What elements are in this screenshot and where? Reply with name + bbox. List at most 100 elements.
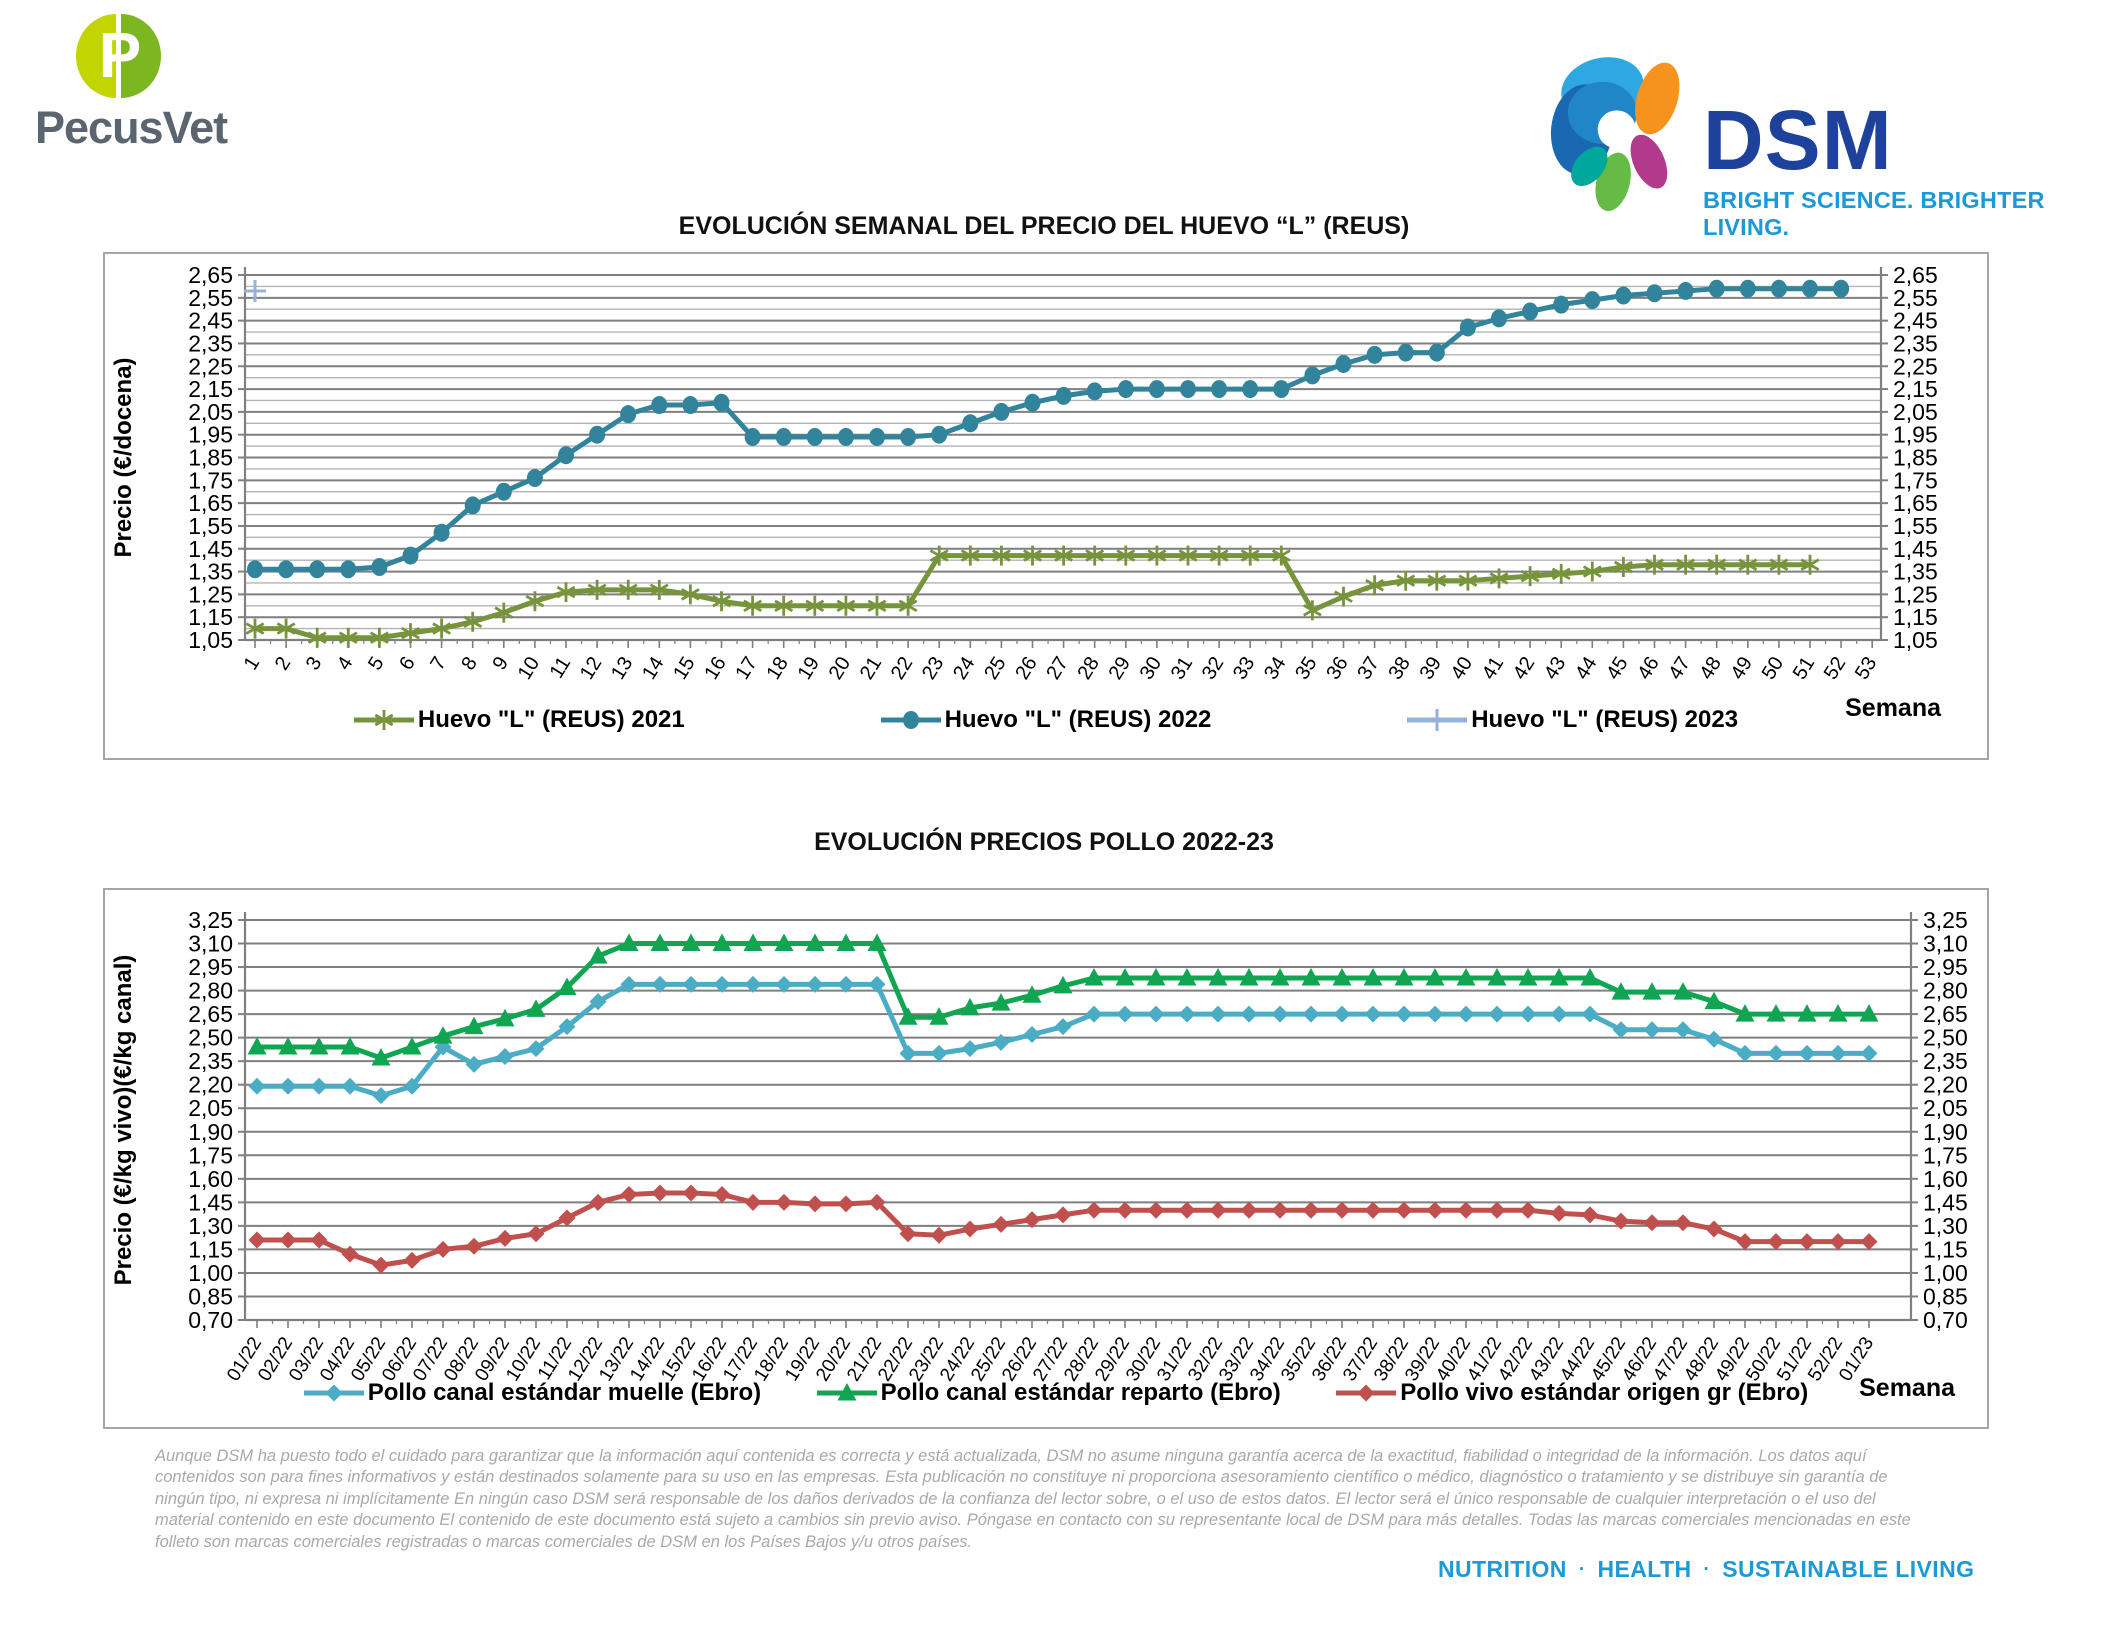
svg-text:2,45: 2,45 [1893, 308, 1938, 334]
svg-text:2,15: 2,15 [188, 376, 233, 402]
svg-text:44: 44 [1571, 653, 1601, 684]
svg-text:8: 8 [457, 653, 482, 674]
svg-text:2,80: 2,80 [188, 978, 233, 1004]
svg-text:Semana: Semana [1859, 1374, 1956, 1402]
svg-text:1,15: 1,15 [188, 604, 233, 630]
svg-text:36: 36 [1322, 653, 1352, 684]
chicken-chart-title: EVOLUCIÓN PRECIOS POLLO 2022-23 [814, 828, 1274, 856]
svg-text:11: 11 [546, 653, 576, 682]
svg-text:37: 37 [1353, 653, 1383, 684]
svg-text:39: 39 [1416, 653, 1446, 684]
svg-text:1,75: 1,75 [188, 1142, 233, 1168]
svg-text:Precio (€/kg vivo)(€/kg canal): Precio (€/kg vivo)(€/kg canal) [110, 955, 137, 1286]
footer-word-sustainable: SUSTAINABLE LIVING [1722, 1556, 1975, 1582]
dsm-wordmark: DSM [1703, 93, 1893, 187]
svg-text:2,35: 2,35 [188, 330, 233, 356]
svg-text:2,15: 2,15 [1893, 376, 1938, 402]
svg-text:4: 4 [333, 653, 358, 674]
svg-text:2,65: 2,65 [188, 262, 233, 288]
svg-text:48: 48 [1695, 653, 1725, 684]
svg-text:3,10: 3,10 [1923, 931, 1968, 957]
legend-diamond-icon [303, 1384, 364, 1402]
svg-text:33: 33 [1229, 653, 1259, 684]
svg-text:1,45: 1,45 [1893, 536, 1938, 562]
svg-text:13: 13 [607, 653, 637, 684]
svg-text:41: 41 [1478, 653, 1508, 684]
svg-text:1,05: 1,05 [188, 627, 233, 653]
svg-text:2,50: 2,50 [1923, 1025, 1968, 1051]
svg-text:50: 50 [1758, 653, 1788, 684]
svg-text:P: P [99, 19, 142, 91]
legend-label: Huevo "L" (REUS) 2021 [417, 706, 685, 733]
svg-text:7: 7 [426, 653, 451, 674]
svg-text:1,65: 1,65 [188, 490, 233, 516]
svg-text:Semana: Semana [1845, 694, 1942, 722]
svg-text:3,25: 3,25 [188, 907, 233, 933]
svg-text:17: 17 [731, 653, 761, 684]
svg-text:16: 16 [700, 653, 730, 684]
svg-text:1,90: 1,90 [188, 1119, 233, 1145]
legend-label: Huevo "L" (REUS) 2023 [1471, 706, 1739, 733]
legend-label: Pollo canal estándar muelle (Ebro) [367, 1379, 762, 1406]
svg-text:1,25: 1,25 [188, 581, 233, 607]
legend-plus-icon [1407, 709, 1468, 731]
footer-word-health: HEALTH [1597, 1556, 1692, 1582]
disclaimer-text: Aunque DSM ha puesto todo el cuidado par… [155, 1447, 1911, 1551]
svg-text:29: 29 [1105, 653, 1135, 684]
dsm-tagline: BRIGHT SCIENCE. BRIGHTER LIVING. [1703, 186, 2045, 240]
svg-text:1,95: 1,95 [188, 422, 233, 448]
svg-text:2,65: 2,65 [1893, 262, 1938, 288]
svg-text:19: 19 [794, 653, 824, 684]
svg-text:2,05: 2,05 [188, 399, 233, 425]
svg-text:2,05: 2,05 [188, 1095, 233, 1121]
footer-word-nutrition: NUTRITION [1438, 1556, 1567, 1582]
svg-text:9: 9 [488, 653, 513, 674]
svg-text:51: 51 [1789, 653, 1819, 684]
svg-text:1,35: 1,35 [188, 559, 233, 585]
svg-text:14: 14 [638, 653, 668, 684]
svg-text:2,80: 2,80 [1923, 978, 1968, 1004]
legend-item: Pollo canal estándar reparto (Ebro) [815, 1379, 1281, 1407]
svg-text:2,95: 2,95 [1923, 954, 1968, 980]
svg-text:0,70: 0,70 [1923, 1307, 1968, 1333]
svg-text:31: 31 [1167, 653, 1197, 684]
svg-text:2,35: 2,35 [188, 1048, 233, 1074]
svg-text:2,20: 2,20 [188, 1072, 233, 1098]
svg-text:1,15: 1,15 [1923, 1236, 1968, 1262]
svg-text:1,30: 1,30 [1923, 1213, 1968, 1239]
egg-chart-plot: 2,65 2,652,55 2,552,45 2,452,35 2,352,25 2,25… [110, 262, 1942, 722]
svg-text:53: 53 [1851, 653, 1881, 684]
legend-asterisk-icon [353, 710, 414, 730]
svg-text:1: 1 [240, 653, 265, 674]
dsm-logo: DSM BRIGHT SCIENCE. BRIGHTER LIVING. [1550, 45, 2112, 241]
svg-text:0,70: 0,70 [188, 1307, 233, 1333]
legend-item: Pollo vivo estándar origen gr (Ebro) [1334, 1379, 1808, 1407]
svg-text:6: 6 [395, 653, 420, 674]
svg-text:42: 42 [1509, 653, 1539, 684]
svg-text:1,15: 1,15 [1893, 604, 1938, 630]
svg-text:1,30: 1,30 [188, 1213, 233, 1239]
svg-text:52: 52 [1820, 653, 1850, 684]
svg-text:24: 24 [949, 653, 979, 684]
svg-text:1,45: 1,45 [188, 1189, 233, 1215]
chicken-chart-legend: Pollo canal estándar muelle (Ebro) Pollo … [275, 1379, 1835, 1407]
chicken-chart-plot: 3,25 3,253,10 3,102,95 2,952,80 2,802,65 2,65… [110, 907, 1968, 1402]
legend-diamond-icon [1336, 1384, 1397, 1402]
legend-item: Huevo "L" (REUS) 2023 [1405, 706, 1738, 734]
svg-text:1,85: 1,85 [188, 445, 233, 471]
svg-text:15: 15 [669, 653, 699, 684]
svg-text:1,90: 1,90 [1923, 1119, 1968, 1145]
svg-text:3,25: 3,25 [1923, 907, 1968, 933]
legend-item: Pollo canal estándar muelle (Ebro) [302, 1379, 761, 1407]
dsm-lockup: DSM BRIGHT SCIENCE. BRIGHTER LIVING. [1703, 93, 2112, 241]
legend-item: Huevo "L" (REUS) 2021 [352, 706, 685, 734]
svg-text:2,55: 2,55 [1893, 285, 1938, 311]
svg-text:2,35: 2,35 [1923, 1048, 1968, 1074]
svg-text:20: 20 [825, 653, 855, 684]
svg-text:1,25: 1,25 [1893, 581, 1938, 607]
svg-text:30: 30 [1136, 653, 1166, 684]
svg-text:1,60: 1,60 [1923, 1166, 1968, 1192]
pecusvet-logo: P PecusVet [35, 10, 275, 154]
dsm-swirl-icon [1550, 57, 1680, 212]
